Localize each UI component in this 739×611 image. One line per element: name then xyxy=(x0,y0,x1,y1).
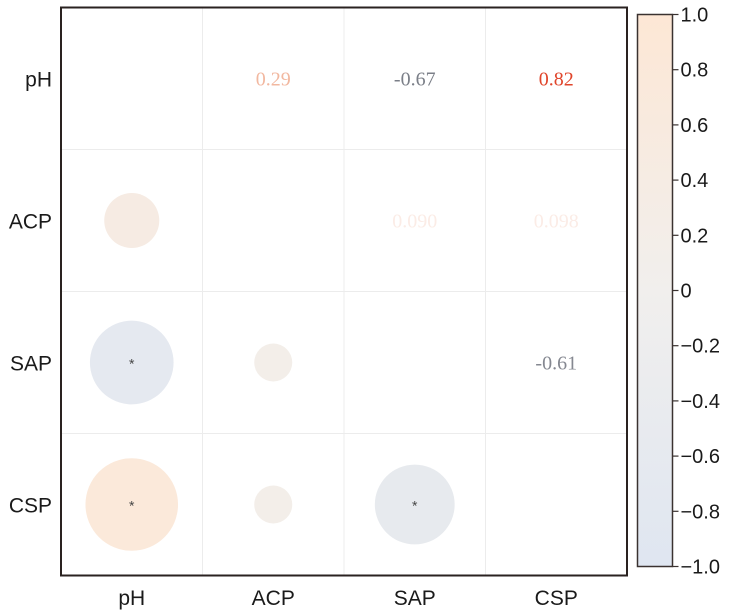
colorbar-ticks: 1.0 0.8 0.6 0.4 0.2 0 −0.2 −0.4 −0.6 −0.8 −1.0 xyxy=(672,5,720,579)
x-label-pH: pH xyxy=(118,587,145,610)
colorbar-tick-label: 0 xyxy=(681,281,692,303)
y-label-CSP: CSP xyxy=(9,495,52,518)
plot-frame xyxy=(60,6,628,577)
colorbar-tick-label: 0.4 xyxy=(681,170,709,192)
circle-CSP-pH xyxy=(85,458,179,551)
colorbar-tick-label: 0.2 xyxy=(681,225,709,247)
colorbar-tick-label: −0.2 xyxy=(681,336,720,358)
coefficient-labels: 0.29 -0.67 0.82 0.090 0.098 -0.61 xyxy=(256,69,579,375)
significance-marker: * xyxy=(412,498,418,514)
coefficient-label: 0.29 xyxy=(256,69,291,91)
significance-marker: * xyxy=(129,498,135,514)
colorbar-gradient xyxy=(636,13,674,568)
y-label-ACP: ACP xyxy=(9,211,52,234)
correlation-circles: * * * xyxy=(85,192,455,551)
circle-SAP-pH xyxy=(89,320,174,405)
colorbar-tick-label: −1.0 xyxy=(681,557,720,579)
circle-SAP-ACP xyxy=(254,343,293,382)
significance-marker: * xyxy=(129,356,135,372)
y-label-SAP: SAP xyxy=(10,353,52,376)
coefficient-label: 0.82 xyxy=(539,69,574,91)
circle-CSP-SAP xyxy=(374,464,455,545)
colorbar-tick-label: −0.8 xyxy=(681,501,720,523)
colorbar-tick-label: 1.0 xyxy=(681,5,709,27)
x-label-CSP: CSP xyxy=(535,587,578,610)
coefficient-label: 0.098 xyxy=(534,211,579,233)
grid-lines xyxy=(61,7,627,576)
coefficient-label: -0.61 xyxy=(535,353,577,375)
circle-CSP-ACP xyxy=(254,485,293,524)
colorbar-tick-label: 0.8 xyxy=(681,60,709,82)
colorbar: 1.0 0.8 0.6 0.4 0.2 0 −0.2 −0.4 −0.6 −0.8 −1.0 xyxy=(636,5,720,579)
colorbar-tick-label: −0.4 xyxy=(681,391,720,413)
colorbar-tick-label: 0.6 xyxy=(681,115,709,137)
x-axis-labels: pH ACP SAP CSP xyxy=(118,587,578,610)
x-label-SAP: SAP xyxy=(394,587,436,610)
coefficient-label: -0.67 xyxy=(394,69,436,91)
colorbar-tick-label: −0.6 xyxy=(681,446,720,468)
x-label-ACP: ACP xyxy=(252,587,295,610)
y-label-pH: pH xyxy=(25,69,52,92)
circle-ACP-pH xyxy=(104,192,160,249)
coefficient-label: 0.090 xyxy=(392,211,437,233)
y-axis-labels: pH ACP SAP CSP xyxy=(9,69,52,518)
